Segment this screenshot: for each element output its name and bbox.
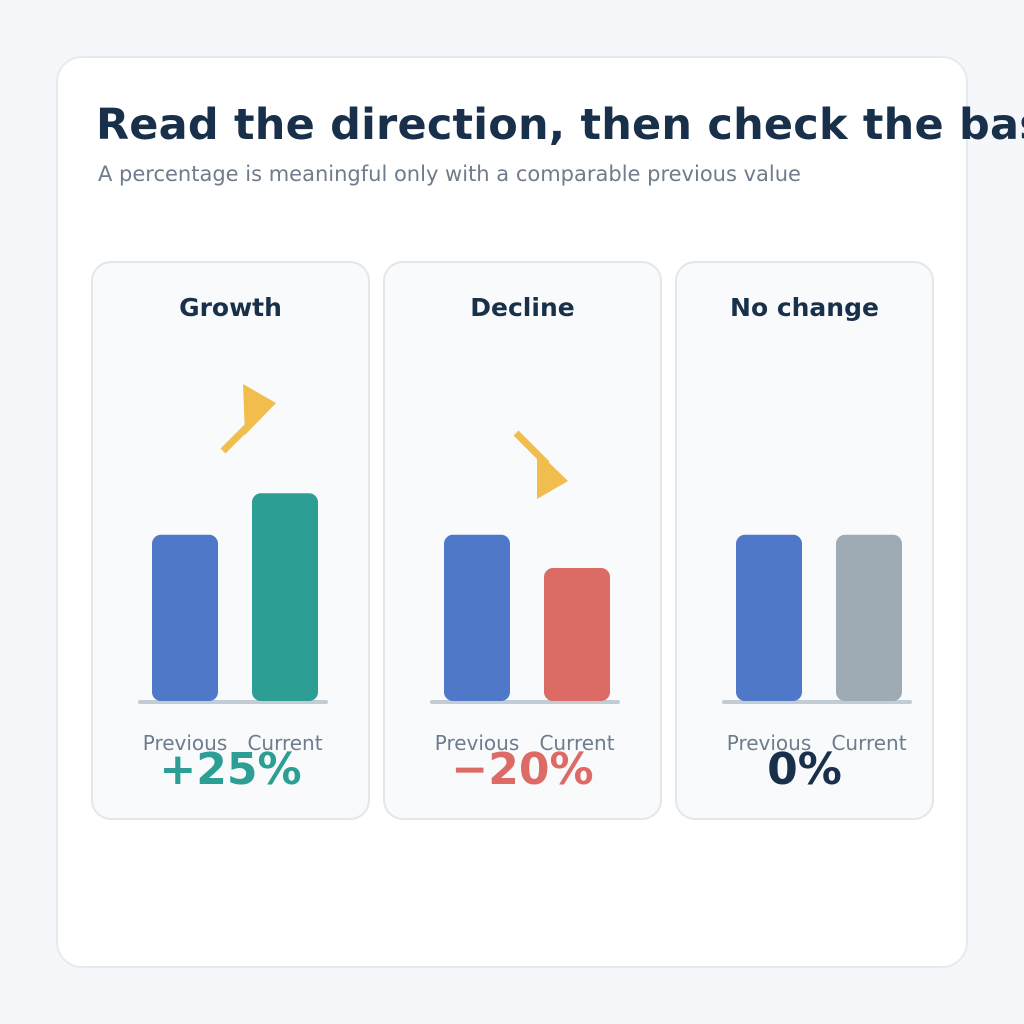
decline-chart: Previous Current [430,430,620,755]
page-title: Read the direction, then check the base [96,100,1024,150]
bar-current [836,534,902,701]
bar-current [544,568,610,701]
page-subtitle: A percentage is meaningful only with a c… [98,162,801,186]
bar-previous [736,534,802,701]
bar-previous [444,534,510,701]
growth-change-label: +25% [159,744,302,795]
growth-chart: Previous Current [138,384,328,755]
x-tick-label: Previous [143,731,228,755]
panel-title: Decline [470,293,575,322]
x-tick-label: Previous [727,731,812,755]
panel-title: Growth [179,293,282,322]
x-tick-label: Current [831,731,906,755]
x-tick-label: Current [539,731,614,755]
arrow-down-icon [513,430,568,499]
bar-current [252,493,318,701]
arrow-up-icon [220,384,276,454]
decline-panel: Decline Previous Current [383,261,662,820]
decline-change-label: −20% [451,744,594,795]
x-tick-label: Previous [435,731,520,755]
bar-previous [152,534,218,701]
x-tick-label: Current [247,731,322,755]
no-change-change-label: 0% [767,744,842,795]
no-change-panel: No change Previous Current [675,261,934,820]
no-change-chart: Previous Current [722,534,912,755]
growth-panel: Growth Previous Current [91,261,370,820]
panel-title: No change [730,293,879,322]
